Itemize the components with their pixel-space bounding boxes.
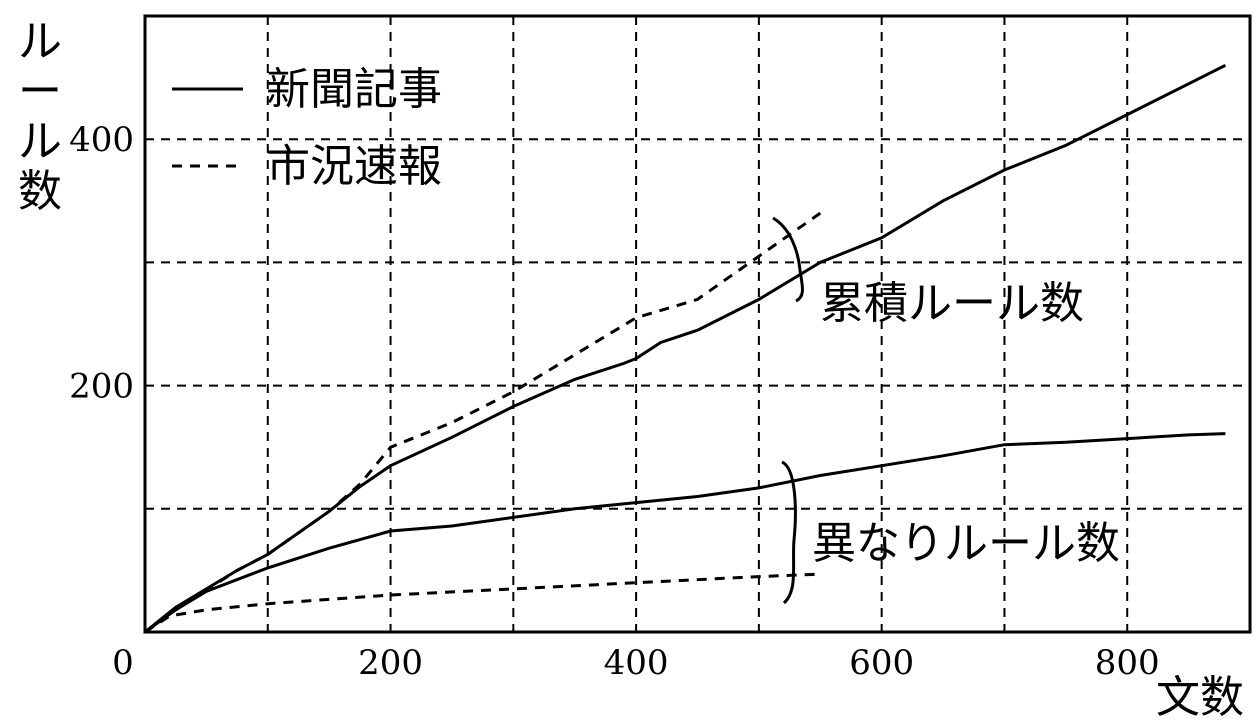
x-tick-label: 600 bbox=[849, 643, 914, 683]
plot-frame bbox=[143, 14, 1252, 634]
y-axis-label: ルール数 bbox=[18, 16, 62, 217]
grid-layer bbox=[145, 16, 1250, 632]
x-tick-label: 800 bbox=[1095, 643, 1160, 683]
x-axis-label: 文数 bbox=[1156, 672, 1244, 723]
x-tick-label: 200 bbox=[358, 643, 423, 683]
legend-label-solid: 新聞記事 bbox=[266, 64, 442, 115]
y-axis-label-glyph: ル bbox=[18, 116, 62, 167]
annotation-distinct: 異なりルール数 bbox=[812, 518, 1120, 569]
y-axis-label-glyph: 数 bbox=[18, 166, 62, 217]
series-line-cumulative-dashed bbox=[144, 211, 822, 634]
tick-layer: 0 200 400 600 800 200 400 bbox=[69, 120, 1160, 683]
y-axis-label-glyph: ル bbox=[18, 16, 62, 67]
series-layer bbox=[144, 63, 1227, 634]
legend: 新聞記事 市況速報 bbox=[172, 64, 442, 192]
series-line-distinct-solid bbox=[144, 432, 1226, 634]
x-tick-label: 0 bbox=[112, 643, 134, 683]
legend-label-dashed: 市況速報 bbox=[266, 141, 442, 192]
x-tick-label: 400 bbox=[604, 643, 669, 683]
distinct-brace bbox=[781, 460, 797, 605]
series-line-distinct-dashed bbox=[144, 572, 821, 634]
y-axis-label-glyph: ー bbox=[18, 66, 62, 117]
annotation-cumulative: 累積ルール数 bbox=[820, 278, 1084, 329]
y-tick-label: 200 bbox=[69, 367, 134, 407]
series-line-cumulative-solid bbox=[144, 63, 1227, 634]
y-tick-label: 400 bbox=[69, 120, 134, 160]
y-axis-label-text: ルール数 bbox=[18, 16, 62, 217]
cumulative-brace bbox=[772, 216, 804, 303]
